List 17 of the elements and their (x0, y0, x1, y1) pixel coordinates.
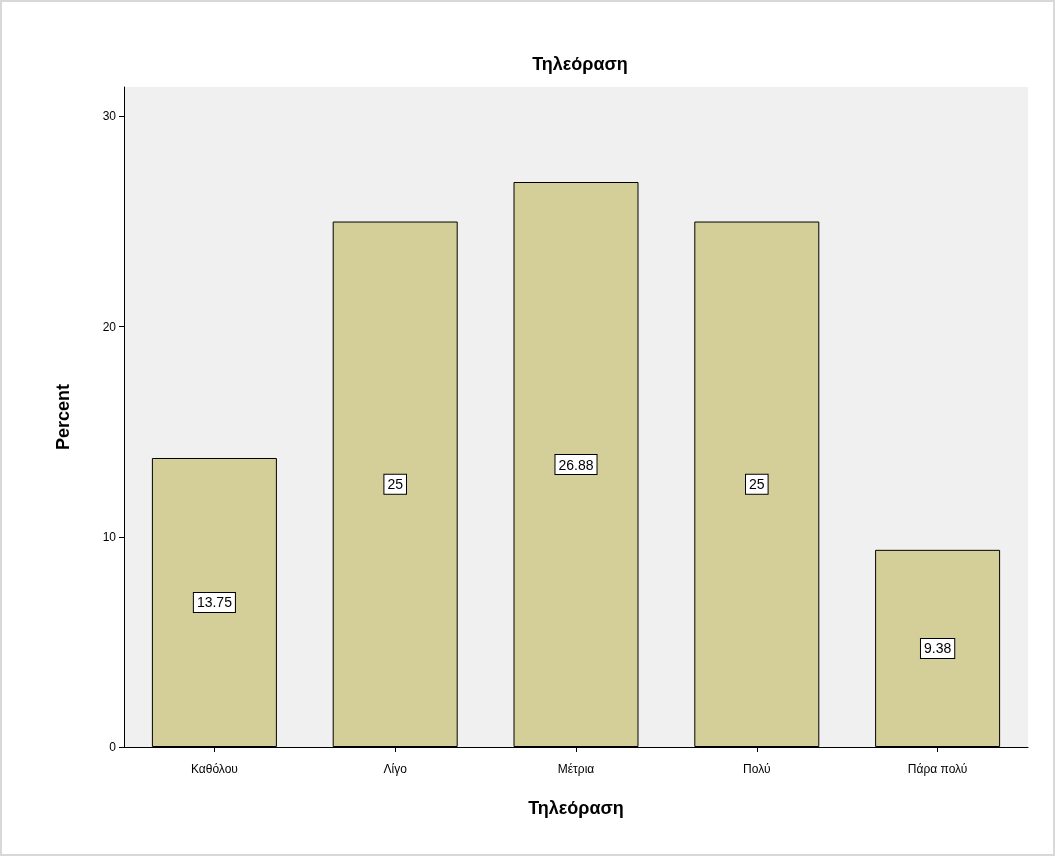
y-tick-label: 30 (102, 109, 117, 124)
x-tick-label: Πολύ (743, 762, 771, 776)
y-tick-label: 20 (102, 319, 117, 334)
data-label: 25 (387, 476, 404, 493)
x-axis-title: Τηλεόραση (528, 798, 624, 818)
x-tick-label: Πάρα πολύ (907, 762, 968, 776)
y-axis-title: Percent (53, 383, 73, 451)
data-label: 26.88 (558, 456, 594, 473)
data-label: 13.75 (196, 594, 233, 611)
x-tick-label: Καθόλου (190, 762, 238, 776)
y-tick-label: 0 (109, 740, 117, 754)
data-label: 9.38 (923, 640, 952, 657)
data-label: 25 (749, 476, 765, 493)
x-tick-label: Λίγο (383, 762, 408, 776)
chart-title: Τηλεόραση (532, 54, 628, 74)
y-tick-label: 10 (102, 529, 117, 544)
x-tick-label: Μέτρια (557, 762, 595, 776)
